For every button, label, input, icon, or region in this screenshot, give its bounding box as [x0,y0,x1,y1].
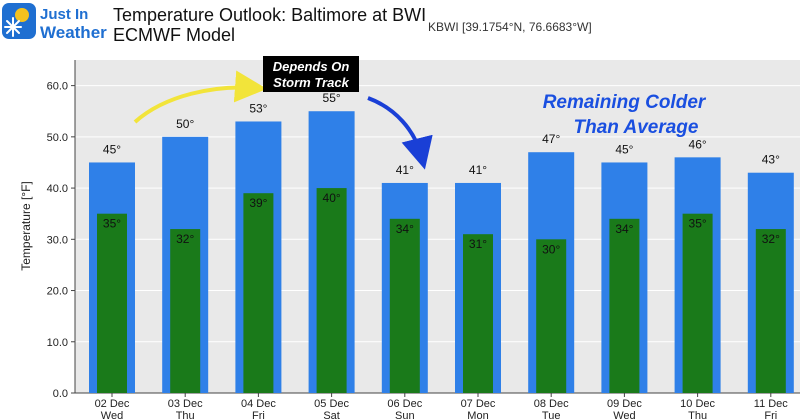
logo-line2: Weather [40,23,107,42]
logo: Just In Weather [2,3,107,42]
y-tick-label: 20.0 [47,286,68,298]
note-line1: Remaining Colder [543,92,707,113]
x-tick-day: Wed [613,410,635,420]
x-tick-date: 06 Dec [387,398,422,410]
x-tick-date: 02 Dec [95,398,130,410]
callout-box [263,56,359,92]
x-tick-date: 04 Dec [241,398,276,410]
x-tick-date: 03 Dec [168,398,203,410]
x-tick-day: Fri [764,410,777,420]
low-value-label: 30° [542,242,560,256]
y-tick-label: 10.0 [47,337,68,349]
x-tick-day: Mon [467,410,488,420]
high-value-label: 55° [323,91,341,105]
low-bar [170,229,201,393]
blue-arrow [367,96,433,170]
x-tick-day: Tue [542,410,561,420]
high-value-label: 45° [615,142,633,156]
low-bar [536,239,567,393]
x-tick-day: Fri [252,410,265,420]
high-value-label: 53° [249,101,267,115]
low-bar [389,218,420,393]
callout-line1: Depends On [273,59,350,74]
chart-subtitle: ECMWF Model [113,25,236,45]
high-value-label: 41° [396,163,414,177]
logo-line1: Just In [40,6,88,23]
y-axis-title: Temperature [°F] [19,181,33,271]
y-tick-label: 60.0 [47,81,68,93]
low-value-label: 39° [249,196,267,210]
low-bar [682,213,713,393]
note-line2: Than Average [574,117,699,138]
high-value-label: 43° [762,153,780,167]
y-tick-label: 40.0 [47,183,68,195]
x-tick-day: Thu [176,410,195,420]
high-value-label: 50° [176,117,194,131]
callout-line2: Storm Track [273,75,349,90]
high-value-label: 45° [103,142,121,156]
high-value-label: 47° [542,132,560,146]
x-tick-date: 11 Dec [754,398,789,410]
low-bar [97,213,127,393]
snowflake-sun-icon [2,3,36,39]
x-tick-day: Sun [395,410,415,420]
x-tick-date: 09 Dec [607,398,642,410]
low-value-label: 32° [762,232,780,246]
yellow-arrow [133,70,267,124]
low-value-label: 34° [396,222,414,236]
y-tick-label: 0.0 [53,388,68,400]
x-tick-day: Thu [688,410,707,420]
y-tick-label: 30.0 [47,234,68,246]
low-value-label: 35° [689,217,707,231]
low-bar [609,218,640,393]
high-value-label: 41° [469,163,487,177]
x-tick-date: 08 Dec [534,398,569,410]
x-tick-date: 05 Dec [314,398,349,410]
low-value-label: 31° [469,237,487,251]
low-bar [316,188,347,393]
bars: 45° 35° 50° 32° 53° 39° 55° 40° 41° 34° 41° 31° 47° 3… [89,91,794,393]
high-value-label: 46° [689,137,707,151]
x-tick-day: Wed [101,410,123,420]
low-bar [243,193,274,393]
low-value-label: 34° [615,222,633,236]
low-bar [755,229,786,393]
chart-title: Temperature Outlook: Baltimore at BWI [113,5,427,25]
station-label: KBWI [39.1754°N, 76.6683°W] [428,20,592,34]
low-value-label: 40° [323,191,341,205]
y-tick-label: 50.0 [47,132,68,144]
low-value-label: 35° [103,217,121,231]
x-tick-date: 07 Dec [461,398,496,410]
low-bar [463,234,493,393]
x-tick-day: Sat [323,410,340,420]
low-value-label: 32° [176,232,194,246]
x-tick-date: 10 Dec [680,398,715,410]
